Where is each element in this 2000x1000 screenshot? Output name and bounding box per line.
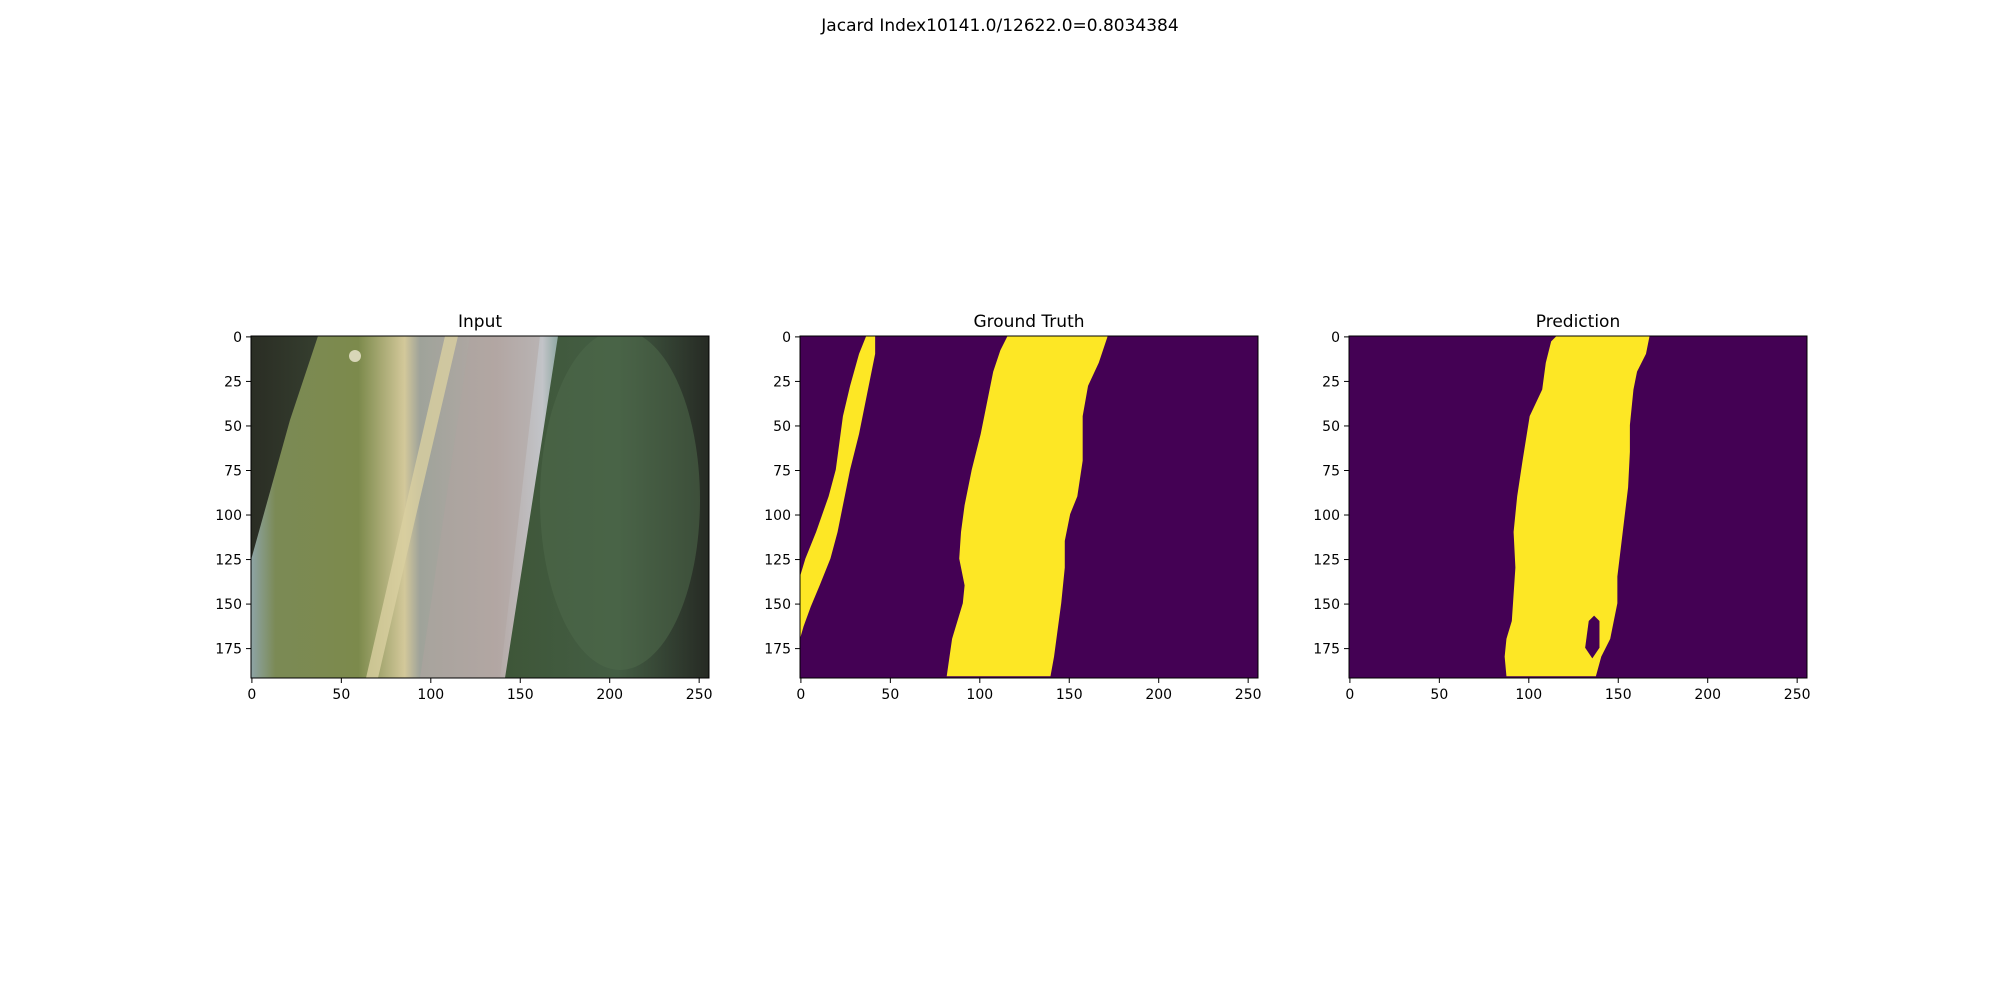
- y-tick-label: 0: [233, 330, 242, 346]
- y-axis: 0 25 50 75 100 125 150 175: [764, 330, 800, 658]
- x-tick-label: 100: [417, 687, 444, 703]
- y-tick-label: 125: [1313, 553, 1340, 569]
- x-tick-label: 0: [247, 687, 256, 703]
- x-tick-label: 50: [881, 687, 899, 703]
- x-tick-label: 100: [966, 687, 993, 703]
- y-tick-label: 0: [1331, 330, 1340, 346]
- figure-suptitle: Jacard Index10141.0/12622.0=0.8034384: [821, 16, 1179, 36]
- x-tick-label: 200: [1694, 687, 1721, 703]
- mask-region: [800, 336, 876, 639]
- x-tick-label: 250: [1784, 687, 1811, 703]
- x-tick-label: 150: [507, 687, 534, 703]
- panel-title: Ground Truth: [973, 312, 1084, 332]
- y-tick-label: 75: [224, 463, 242, 479]
- panel-title: Input: [458, 312, 502, 332]
- x-axis: 0 50 100 150 200 250: [796, 678, 1262, 703]
- x-tick-label: 0: [796, 687, 805, 703]
- y-tick-label: 50: [1322, 419, 1340, 435]
- x-tick-label: 200: [596, 687, 623, 703]
- panel-input: Input 0 50 100 150 200 250 0 25 50 75 100 125 150 17…: [215, 312, 712, 703]
- x-tick-label: 150: [1605, 687, 1632, 703]
- y-tick-label: 75: [773, 463, 791, 479]
- x-tick-label: 50: [1430, 687, 1448, 703]
- y-tick-label: 125: [764, 553, 791, 569]
- mask-region: [946, 336, 1108, 677]
- y-tick-label: 50: [773, 419, 791, 435]
- y-tick-label: 0: [782, 330, 791, 346]
- ground-truth-mask: [800, 336, 1258, 678]
- y-tick-label: 175: [764, 642, 791, 658]
- y-tick-label: 100: [1313, 508, 1340, 524]
- panel-prediction: Prediction 0 50 100 150 200 250 0 25 50 75 100 125…: [1313, 312, 1810, 703]
- x-tick-label: 250: [686, 687, 713, 703]
- x-tick-label: 250: [1235, 687, 1262, 703]
- y-axis: 0 25 50 75 100 125 150 175: [215, 330, 251, 658]
- x-tick-label: 100: [1515, 687, 1542, 703]
- panel-ground-truth: Ground Truth 0 50 100 150 200 250 0 25 50 75 100 1…: [764, 312, 1261, 703]
- y-tick-label: 125: [215, 553, 242, 569]
- x-tick-label: 200: [1145, 687, 1172, 703]
- y-tick-label: 100: [215, 508, 242, 524]
- x-tick-label: 50: [332, 687, 350, 703]
- x-tick-label: 150: [1056, 687, 1083, 703]
- y-axis: 0 25 50 75 100 125 150 175: [1313, 330, 1349, 658]
- x-axis: 0 50 100 150 200 250: [247, 678, 713, 703]
- y-tick-label: 25: [224, 374, 242, 390]
- x-axis: 0 50 100 150 200 250: [1345, 678, 1811, 703]
- y-tick-label: 25: [773, 374, 791, 390]
- x-tick-label: 0: [1345, 687, 1354, 703]
- prediction-mask: [1349, 336, 1807, 678]
- panel-title: Prediction: [1536, 312, 1620, 332]
- y-tick-label: 150: [764, 597, 791, 613]
- y-tick-label: 100: [764, 508, 791, 524]
- mask-region: [1504, 336, 1650, 677]
- y-tick-label: 175: [1313, 642, 1340, 658]
- y-tick-label: 175: [215, 642, 242, 658]
- y-tick-label: 50: [224, 419, 242, 435]
- y-tick-label: 150: [215, 597, 242, 613]
- y-tick-label: 75: [1322, 463, 1340, 479]
- y-tick-label: 150: [1313, 597, 1340, 613]
- input-photo: [251, 336, 709, 678]
- mask-hole: [1585, 615, 1600, 659]
- y-tick-label: 25: [1322, 374, 1340, 390]
